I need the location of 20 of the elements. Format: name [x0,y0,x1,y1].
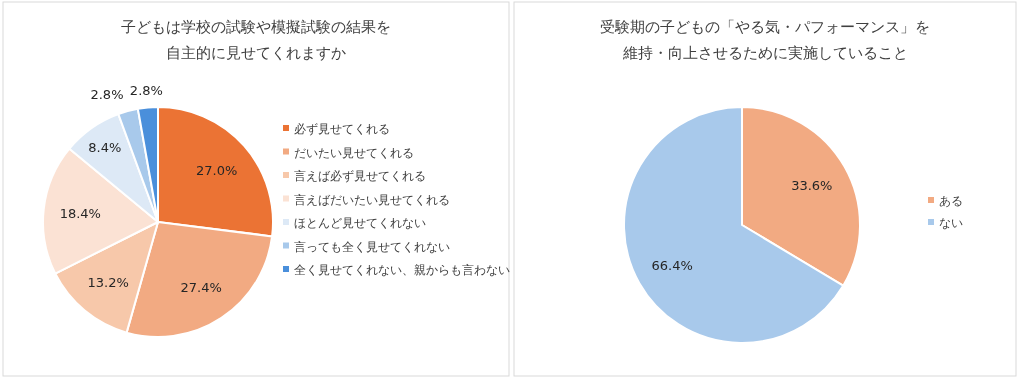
legend-label: 必ず見せてくれる [294,122,390,136]
legend-label: 全く見せてくれない、親からも言わない [294,263,510,277]
data-label: 2.8% [129,83,163,99]
legend-label: 言えばだいたい見せてくれる [294,192,450,207]
data-label: 27.4% [180,280,222,296]
legend-label: 言っても全く見せてくれない [294,239,450,254]
chart-title: 子どもは学校の試験や模擬試験の結果を自主的に見せてくれますか [121,18,391,62]
legend-label: だいたい見せてくれる [294,145,414,160]
data-label: 8.4% [88,139,122,155]
data-label: 2.8% [90,87,124,103]
data-label: 66.4% [651,257,693,273]
legend-label: ある [939,194,963,208]
legend-label: 言えば必ず見せてくれる [294,169,426,183]
legend-label: ない [939,216,963,230]
legend-label: ほとんど見せてくれない [294,216,426,230]
data-label: 18.4% [59,206,101,222]
data-label: 27.0% [196,163,238,179]
data-label: 33.6% [791,178,833,194]
chart-title: 受験期の子どもの「やる気・パフォーマンス」を維持・向上させるために実施していること [600,18,930,62]
data-label: 13.2% [87,275,129,291]
